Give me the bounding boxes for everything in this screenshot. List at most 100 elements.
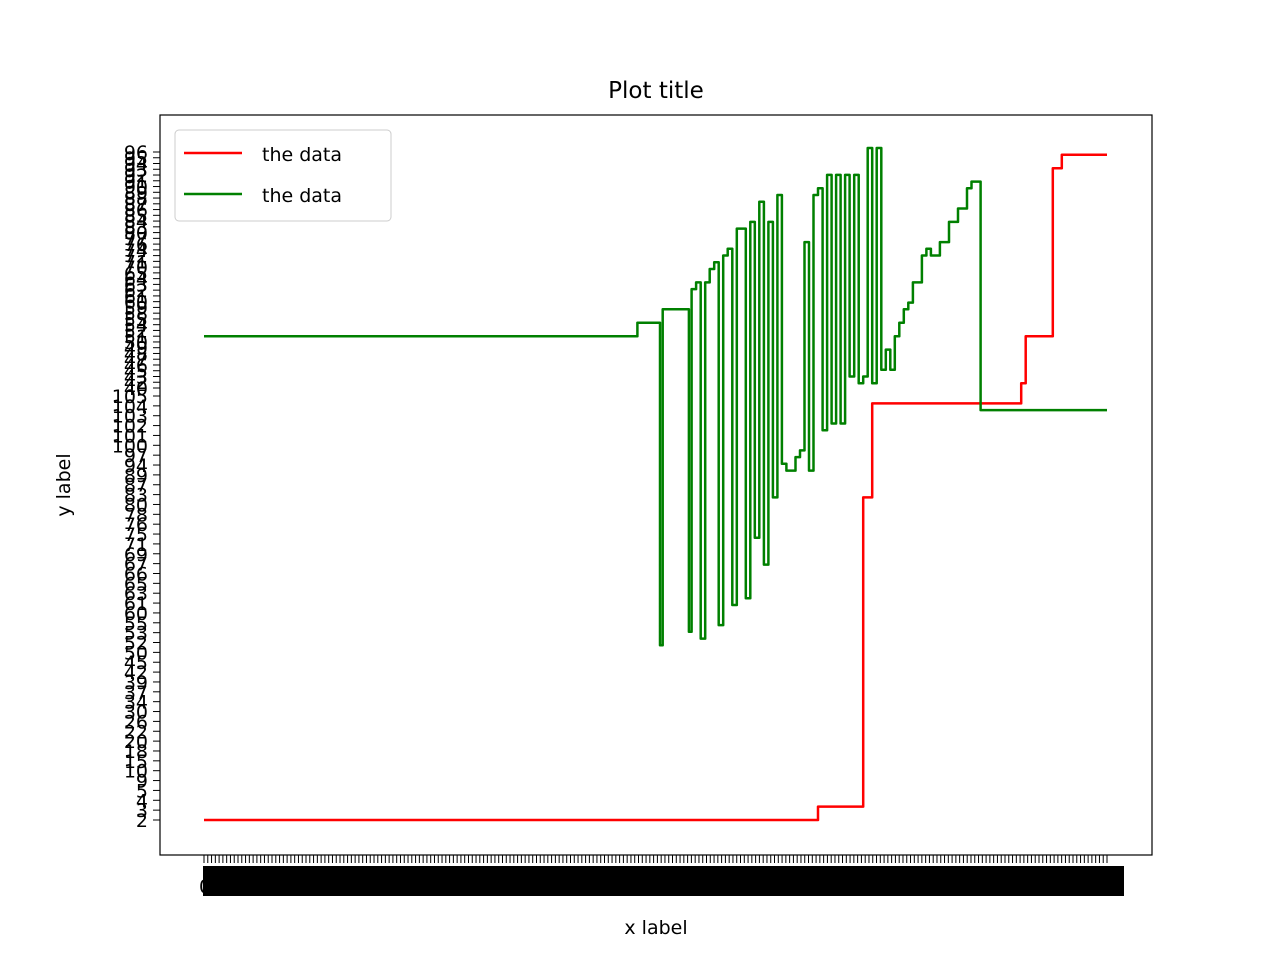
y-tick-label: 76	[124, 514, 148, 536]
x-tick-label: 0	[199, 876, 211, 898]
y-tick-label: 48	[124, 343, 148, 365]
legend-label-series-2: the data	[262, 185, 342, 207]
y-tick-label: 101	[112, 425, 148, 447]
y-tick-label: 30	[124, 702, 148, 724]
y-tick-label: 58	[124, 303, 148, 325]
y-tick-label: 94	[124, 154, 148, 176]
y-tick-label: 60	[124, 603, 148, 625]
legend: the data the data	[174, 129, 392, 222]
y-tick-label: 104	[112, 396, 148, 418]
y-tick-label: 50	[124, 642, 148, 664]
y-tick-label: 46	[124, 355, 148, 377]
y-tick-label: 84	[124, 211, 148, 233]
y-tick-label: 89	[124, 465, 148, 487]
y-tick-label: 94	[124, 455, 148, 477]
y-tick-label: 20	[124, 731, 148, 753]
y-tick-label: 87	[124, 475, 148, 497]
y-tick-label: 80	[124, 494, 148, 516]
y-tick-label: 63	[124, 274, 148, 296]
y-tick-label: 37	[124, 682, 148, 704]
y-tick-label: 92	[124, 165, 148, 187]
y-tick-label: 87	[124, 194, 148, 216]
y-tick-label: 49	[124, 338, 148, 360]
series-lines	[204, 146, 1107, 822]
y-tick-label: 80	[124, 223, 148, 245]
y-tick-label: 85	[124, 205, 148, 227]
y-tick-label: 91	[124, 171, 148, 193]
y-tick-label: 18	[124, 741, 148, 763]
y-tick-label: 4	[136, 790, 148, 812]
y-tick-label: 86	[124, 200, 148, 222]
y-tick-label: 71	[124, 534, 148, 556]
y-tick-label: 67	[124, 554, 148, 576]
y-tick-label: 26	[124, 711, 148, 733]
y-tick-label: 77	[124, 228, 148, 250]
y-tick-label: 59	[124, 297, 148, 319]
y-tick-label: 75	[124, 524, 148, 546]
x-axis-label: x label	[624, 917, 687, 939]
y-tick-label: 93	[124, 159, 148, 181]
y-tick-label: 5	[136, 780, 148, 802]
y-tick-label: 54	[124, 315, 148, 337]
y-axis-ticks: 2345910151820222630343739424550525355606…	[112, 142, 160, 832]
chart-title: Plot title	[608, 78, 704, 104]
y-tick-label: 65	[124, 263, 148, 285]
y-tick-label: 3	[136, 800, 148, 822]
y-tick-label: 50	[124, 332, 148, 354]
y-tick-label: 89	[124, 182, 148, 204]
y-tick-label: 61	[124, 286, 148, 308]
y-tick-label: 71	[124, 251, 148, 273]
plot-frame	[159, 114, 1153, 856]
y-tick-label: 76	[124, 234, 148, 256]
y-tick-label: 97	[124, 445, 148, 467]
y-tick-label: 63	[124, 583, 148, 605]
y-axis-label: y label	[53, 453, 75, 516]
y-tick-label: 90	[124, 177, 148, 199]
y-tick-label: 62	[124, 280, 148, 302]
y-tick-label: 66	[124, 563, 148, 585]
y-tick-label: 69	[124, 544, 148, 566]
y-tick-label: 60	[124, 292, 148, 314]
y-tick-label: 40	[124, 378, 148, 400]
y-tick-label: 55	[124, 613, 148, 635]
y-tick-label: 103	[112, 406, 148, 428]
y-tick-label: 10	[124, 761, 148, 783]
y-tick-label: 39	[124, 672, 148, 694]
x-axis-ticks: 0	[199, 855, 1124, 898]
y-tick-label: 65	[124, 573, 148, 595]
y-tick-label: 52	[124, 633, 148, 655]
y-tick-label: 15	[124, 751, 148, 773]
y-tick-label: 88	[124, 188, 148, 210]
x-tick-labels-overlap	[203, 866, 1124, 896]
y-tick-label: 100	[112, 435, 148, 457]
y-tick-label: 43	[124, 366, 148, 388]
y-tick-label: 83	[124, 217, 148, 239]
y-tick-label: 64	[124, 269, 148, 291]
y-tick-label: 45	[124, 361, 148, 383]
series-line-1	[204, 153, 1107, 822]
y-tick-label: 45	[124, 652, 148, 674]
y-tick-label: 42	[124, 662, 148, 684]
y-tick-label: 55	[124, 309, 148, 331]
y-tick-label: 9	[136, 771, 148, 793]
y-tick-label: 95	[124, 148, 148, 170]
y-tick-label: 42	[124, 372, 148, 394]
y-tick-label: 2	[136, 810, 148, 832]
y-tick-label: 22	[124, 721, 148, 743]
y-tick-label: 51	[124, 326, 148, 348]
y-tick-label: 102	[112, 416, 148, 438]
y-tick-label: 70	[124, 257, 148, 279]
y-tick-label: 34	[124, 692, 148, 714]
y-tick-label: 83	[124, 485, 148, 507]
plot-area	[160, 115, 1152, 855]
series-line-2	[204, 146, 1107, 647]
y-tick-label: 52	[124, 320, 148, 342]
y-tick-label: 78	[124, 504, 148, 526]
y-tick-label: 47	[124, 349, 148, 371]
legend-label-series-1: the data	[262, 144, 342, 166]
y-tick-label: 74	[124, 240, 148, 262]
y-tick-label: 105	[112, 386, 148, 408]
y-tick-label: 61	[124, 593, 148, 615]
y-tick-label: 72	[124, 246, 148, 268]
